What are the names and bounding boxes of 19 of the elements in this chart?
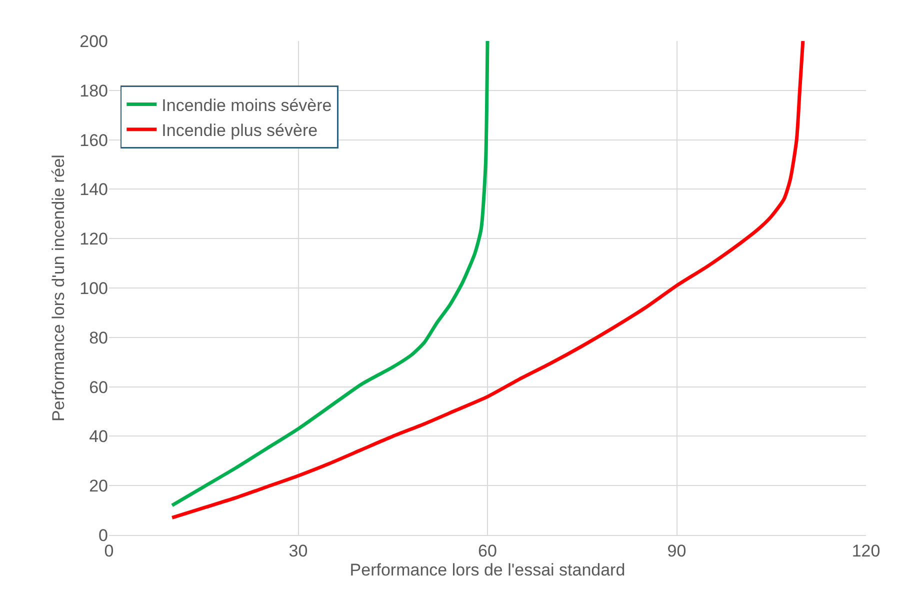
x-tick-label: 30 (288, 541, 308, 560)
y-tick-label: 40 (89, 427, 108, 446)
y-tick-label: 120 (80, 230, 108, 249)
y-axis-title: Performance lors d'un incendie réel (49, 154, 68, 422)
legend-label: Incendie plus sévère (162, 121, 318, 140)
y-tick-label: 200 (80, 32, 108, 51)
y-tick-label: 60 (89, 378, 108, 397)
y-tick-label: 100 (80, 278, 108, 298)
y-tick-label: 0 (98, 526, 108, 545)
y-tick-label: 20 (89, 476, 108, 496)
y-tick-label: 160 (80, 130, 108, 150)
y-tick-label: 80 (89, 328, 108, 348)
x-tick-label: 120 (852, 541, 880, 560)
x-tick-label: 60 (478, 541, 497, 560)
x-tick-label: 90 (667, 541, 686, 560)
x-axis-title: Performance lors de l'essai standard (350, 560, 626, 580)
legend-label: Incendie moins sévère (162, 96, 332, 115)
y-tick-label: 180 (80, 81, 108, 100)
y-tick-label: 140 (80, 180, 108, 200)
